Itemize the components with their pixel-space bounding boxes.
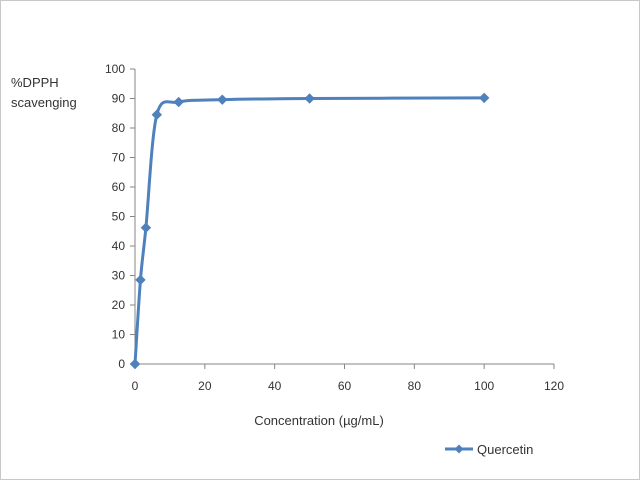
y-tick-label: 90 (112, 92, 126, 106)
data-point (140, 222, 152, 233)
y-axis-label-line-2: scavenging (11, 95, 77, 110)
y-tick-label: 40 (112, 239, 126, 253)
x-tick-label: 0 (132, 379, 139, 393)
data-point (217, 94, 228, 105)
x-tick-labels: 0 20 40 60 80 100 120 (132, 379, 565, 393)
data-point (129, 358, 141, 370)
x-tick-label: 100 (474, 379, 494, 393)
data-point (151, 109, 163, 120)
y-tick-label: 50 (112, 210, 126, 224)
data-point (135, 274, 146, 286)
data-point (478, 92, 490, 104)
y-tick-label: 70 (112, 151, 126, 165)
x-tick-label: 120 (544, 379, 564, 393)
y-tick-label: 20 (112, 298, 126, 312)
x-axis-label: Concentration (µg/mL) (254, 413, 384, 428)
y-tick-labels: 0 10 20 30 40 50 60 70 80 90 100 (105, 62, 125, 371)
y-tick-label: 80 (112, 121, 126, 135)
y-axis-label-line-1: %DPPH (11, 75, 59, 90)
y-tick-label: 30 (112, 269, 126, 283)
legend-marker-icon (454, 444, 464, 454)
data-point (304, 93, 315, 104)
series-line-quercetin (133, 96, 485, 365)
x-tick-label: 20 (198, 379, 212, 393)
y-tick-label: 100 (105, 62, 125, 76)
y-tick-label: 60 (112, 180, 126, 194)
y-tick-label: 10 (112, 328, 126, 342)
axes (130, 68, 555, 369)
x-tick-label: 60 (338, 379, 352, 393)
legend: Quercetin (445, 442, 533, 457)
x-tick-label: 40 (268, 379, 282, 393)
data-point (173, 96, 184, 108)
y-tick-label: 0 (118, 357, 125, 371)
legend-label-quercetin: Quercetin (477, 442, 533, 457)
plot-area (129, 92, 490, 370)
x-tick-label: 80 (408, 379, 422, 393)
